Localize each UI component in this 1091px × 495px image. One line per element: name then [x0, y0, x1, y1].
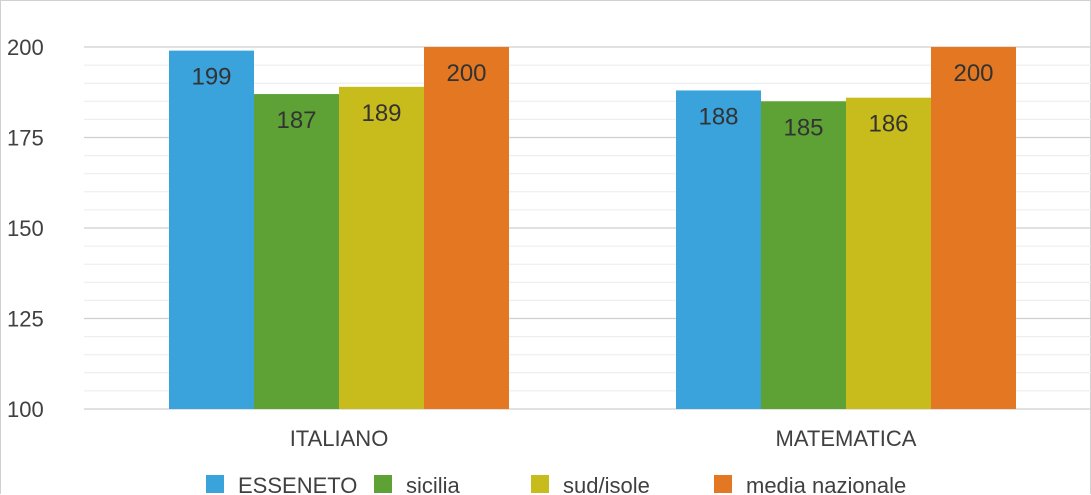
- data-label: 200: [446, 60, 486, 87]
- data-label: 188: [698, 103, 738, 130]
- data-label: 199: [191, 64, 231, 91]
- data-label: 200: [953, 60, 993, 87]
- bar-esseneto-matematica: [676, 90, 761, 409]
- data-label: 185: [783, 114, 823, 141]
- data-labels: 199 187 189 200 188 185 186 200: [191, 60, 993, 141]
- legend-item: sud/isole: [531, 473, 650, 495]
- bars: [169, 47, 1016, 410]
- data-label: 187: [276, 107, 316, 134]
- y-tick-label: 200: [7, 35, 44, 60]
- y-axis-tick-labels: 100 125 150 175 200: [7, 35, 44, 422]
- bar-sud-isole-matematica: [846, 97, 931, 410]
- legend-swatch: [714, 475, 732, 493]
- legend-label: sud/isole: [563, 473, 650, 495]
- bar-sud-isole-italiano: [339, 86, 424, 409]
- legend: ESSENETO sicilia sud/isole media nazionale: [206, 473, 906, 495]
- x-axis-category-labels: ITALIANO MATEMATICA: [290, 426, 917, 451]
- bar-media-nazionale-matematica: [931, 47, 1016, 409]
- y-tick-label: 125: [7, 307, 44, 332]
- legend-swatch: [206, 475, 224, 493]
- legend-item: media nazionale: [714, 473, 906, 495]
- legend-item: ESSENETO: [206, 473, 357, 495]
- bar-esseneto-italiano: [169, 50, 254, 410]
- category-label: MATEMATICA: [776, 426, 917, 451]
- data-label: 189: [361, 100, 401, 127]
- legend-label: sicilia: [406, 473, 461, 495]
- y-tick-label: 150: [7, 216, 44, 241]
- bar-sicilia-italiano: [254, 94, 339, 409]
- y-tick-label: 100: [7, 397, 44, 422]
- legend-label: ESSENETO: [238, 473, 357, 495]
- category-label: ITALIANO: [290, 426, 389, 451]
- legend-swatch: [531, 475, 549, 493]
- bar-sicilia-matematica: [761, 101, 846, 410]
- data-label: 186: [868, 111, 908, 138]
- legend-item: sicilia: [374, 473, 461, 495]
- y-tick-label: 175: [7, 126, 44, 151]
- legend-swatch: [374, 475, 392, 493]
- legend-label: media nazionale: [746, 473, 906, 495]
- bar-media-nazionale-italiano: [424, 47, 509, 409]
